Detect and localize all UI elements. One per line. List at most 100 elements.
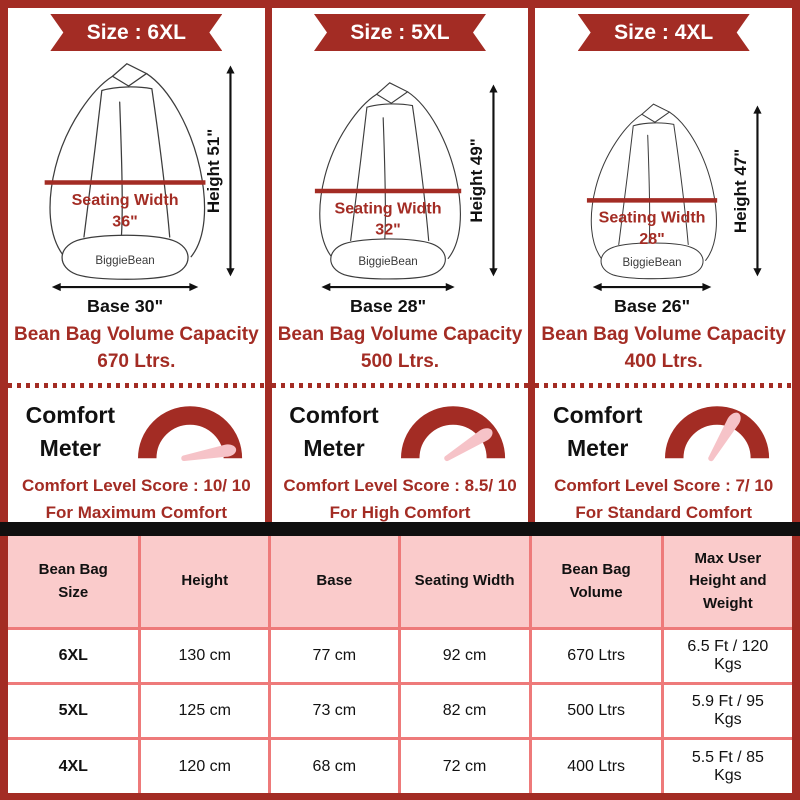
height-dimension-arrow: Height 51" — [204, 65, 235, 277]
dotted-divider — [8, 383, 265, 389]
bean-bag-illustration: Seating Width 28" BiggieBean Height 47" … — [586, 103, 762, 316]
height-label: Height 51" — [204, 129, 223, 213]
gauge-arc — [137, 406, 242, 459]
cell-size: 4XL — [8, 740, 142, 793]
base-label: Base 30" — [87, 296, 163, 316]
cell-volume: 400 Ltrs — [531, 740, 664, 793]
comfort-title-line1: Comfort — [289, 401, 379, 428]
gauge-arc — [665, 406, 770, 459]
comfort-score-text: Comfort Level Score : 7/ 10 — [554, 476, 774, 496]
cell-seating-width: 92 cm — [400, 630, 532, 685]
bean-bag-illustration: Seating Width 36" BiggieBean Height 51" … — [44, 62, 235, 316]
volume-capacity-text: Bean Bag Volume Capacity 500 Ltrs. — [278, 322, 523, 375]
cell-volume: 500 Ltrs — [531, 685, 664, 740]
section-divider-bar — [0, 522, 800, 536]
cell-height: 125 cm — [141, 685, 272, 740]
comfort-level-text: For High Comfort — [329, 502, 471, 522]
comfort-meter-title: Comfort Meter — [539, 399, 656, 466]
comfort-score-text: Comfort Level Score : 8.5/ 10 — [283, 476, 517, 496]
brand-label: BiggieBean — [622, 257, 681, 269]
comfort-gauge-icon — [401, 406, 506, 462]
comfort-meter-block: Comfort Meter — [272, 388, 529, 468]
volume-line-1: Bean Bag Volume Capacity — [14, 324, 259, 345]
bag-outline-group: Seating Width 36" BiggieBean — [44, 62, 206, 280]
header-cell-seating-width: Seating Width — [400, 536, 532, 630]
size-label: Size : 5XL — [350, 20, 450, 44]
volume-line-1: Bean Bag Volume Capacity — [541, 324, 786, 345]
cell-size: 6XL — [8, 630, 142, 685]
comfort-score-text: Comfort Level Score : 10/ 10 — [22, 476, 251, 496]
bag-inner-seams — [350, 103, 430, 242]
cell-base: 77 cm — [271, 630, 401, 685]
bag-top-knot — [111, 62, 148, 87]
volume-capacity-text: Bean Bag Volume Capacity 400 Ltrs. — [541, 322, 786, 375]
gauge-needle — [708, 412, 741, 462]
volume-capacity-text: Bean Bag Volume Capacity 670 Ltrs. — [14, 322, 259, 375]
product-column-6xl: Size : 6XL Seating Width 36" BiggieBean … — [8, 8, 272, 522]
bag-inner-seams — [83, 86, 171, 238]
comfort-meter-block: Comfort Meter — [8, 388, 265, 468]
size-label: Size : 4XL — [614, 20, 714, 44]
volume-line-2: 500 Ltrs. — [360, 350, 440, 372]
comfort-title-line1: Comfort — [552, 401, 643, 428]
bag-base-outline — [330, 238, 447, 280]
size-ribbon: Size : 5XL — [314, 14, 486, 51]
bag-base-outline — [61, 234, 189, 280]
cell-size: 5XL — [8, 685, 142, 740]
cell-height: 120 cm — [141, 740, 272, 793]
size-label: Size : 6XL — [86, 20, 186, 44]
gauge-needle — [444, 428, 493, 462]
bag-base-outline — [600, 242, 704, 280]
spec-table: Bean Bag Size Height Base Seating Width … — [0, 536, 800, 793]
volume-line-2: 670 Ltrs. — [97, 350, 176, 372]
seating-width-value: 36" — [112, 212, 137, 230]
cell-height: 130 cm — [141, 630, 272, 685]
bag-inner-seams — [618, 122, 689, 246]
comfort-meter-title: Comfort Meter — [276, 399, 393, 466]
bag-top-knot — [376, 82, 410, 104]
bag-body-outline — [590, 111, 717, 261]
dotted-divider — [271, 383, 529, 389]
comfort-level-text: For Maximum Comfort — [45, 502, 227, 522]
comfort-score-block: Comfort Level Score : 7/ 10 For Standard… — [535, 473, 792, 522]
comfort-level-text: For Standard Comfort — [575, 502, 752, 522]
bag-top-knot — [641, 103, 671, 123]
seating-width-label: Seating Width — [71, 191, 178, 209]
bag-body-outline — [49, 72, 205, 258]
bottom-border-bar — [0, 793, 800, 800]
base-dimension-arrow: Base 28" — [321, 282, 456, 316]
header-cell-max-user: Max User Height and Weight — [663, 536, 792, 630]
cell-max-user: 5.9 Ft / 95 Kgs — [663, 685, 792, 740]
height-label: Height 49" — [467, 138, 486, 222]
header-cell-size: Bean Bag Size — [8, 536, 142, 630]
bag-outline-group: Seating Width 32" BiggieBean — [315, 82, 462, 280]
volume-line-1: Bean Bag Volume Capacity — [277, 324, 523, 345]
comfort-score-block: Comfort Level Score : 10/ 10 For Maximum… — [8, 473, 265, 522]
cell-max-user: 6.5 Ft / 120 Kgs — [663, 630, 792, 685]
header-cell-volume: Bean Bag Volume — [531, 536, 664, 630]
cell-seating-width: 82 cm — [400, 685, 532, 740]
product-column-5xl: Size : 5XL Seating Width 32" BiggieBean … — [271, 8, 536, 522]
comfort-gauge-icon — [137, 406, 242, 462]
cell-base: 73 cm — [271, 685, 401, 740]
height-label: Height 47" — [731, 149, 750, 233]
base-dimension-arrow: Base 26" — [592, 282, 712, 316]
bag-body-outline — [319, 91, 462, 260]
cell-seating-width: 72 cm — [400, 740, 532, 793]
size-columns-section: Size : 6XL Seating Width 36" BiggieBean … — [0, 0, 800, 522]
brand-label: BiggieBean — [95, 254, 154, 267]
comfort-meter-title: Comfort Meter — [12, 399, 129, 466]
comfort-title-line1: Comfort — [25, 401, 116, 428]
size-ribbon: Size : 6XL — [50, 14, 222, 51]
base-dimension-arrow: Base 30" — [51, 282, 198, 316]
seating-width-value: 28" — [639, 230, 664, 248]
cell-max-user: 5.5 Ft / 85 Kgs — [663, 740, 792, 793]
bean-bag-illustration: Seating Width 32" BiggieBean Height 49" … — [315, 82, 498, 316]
product-column-4xl: Size : 4XL Seating Width 28" BiggieBean … — [535, 8, 793, 522]
height-dimension-arrow: Height 49" — [467, 84, 498, 277]
seating-width-label: Seating Width — [335, 199, 442, 217]
seating-width-value: 32" — [376, 221, 402, 239]
gauge-needle — [180, 444, 236, 462]
comfort-meter-block: Comfort Meter — [535, 388, 792, 468]
size-ribbon: Size : 4XL — [578, 14, 750, 51]
